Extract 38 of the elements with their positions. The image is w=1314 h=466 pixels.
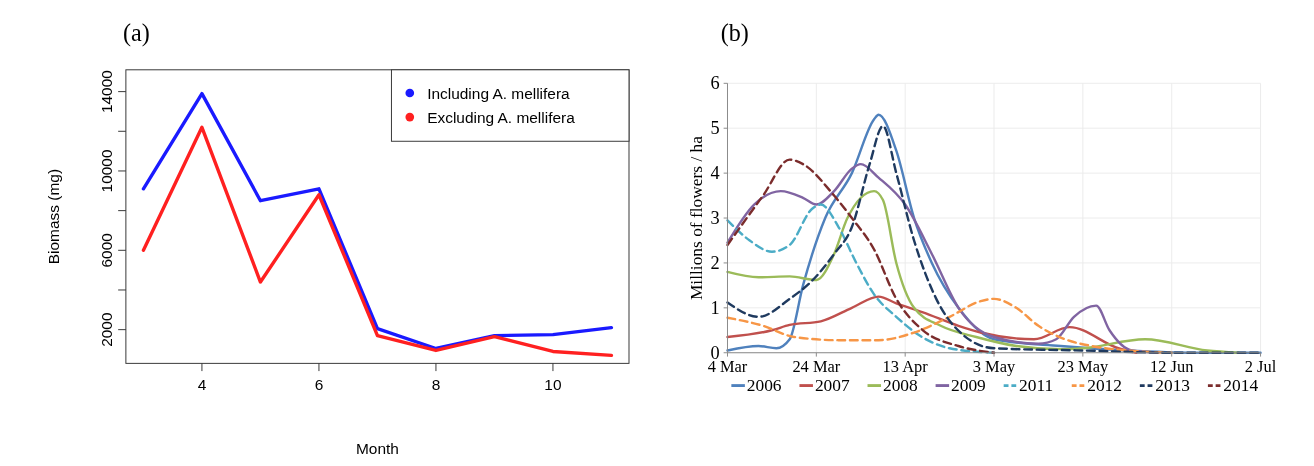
line-series [726,189,1240,354]
y-tick-label: 3 [710,207,720,228]
y-tick-label: 6000 [98,233,116,268]
x-axis-title: Month [355,440,399,458]
legend-label: 2013 [1155,376,1191,396]
x-tick-label: 10 [544,376,562,394]
chart-title: (b) [720,18,749,47]
legend-label: 2012 [1087,376,1122,396]
legend-label: 2008 [882,376,919,396]
x-tick-label: 23 May [1057,357,1109,377]
y-tick-label: 1 [710,297,720,318]
legend-label: 2006 [746,376,782,396]
line-series [726,158,996,354]
x-tick-label: 2 Jul [1244,357,1277,377]
y-tick-label: 14000 [98,70,116,114]
x-tick-label: 24 Mar [792,357,841,377]
y-tick-label: 4 [710,162,720,183]
x-tick-label: 13 Apr [882,357,929,377]
y-tick-label: 10000 [98,149,116,193]
legend-label: 2014 [1223,376,1259,396]
y-tick-label: 2 [710,252,720,273]
y-axis-title: Biomass (mg) [45,168,63,265]
legend-label: Excluding A. mellifera [427,108,576,126]
x-tick-label: 12 Jun [1150,357,1194,377]
legend-label: 2011 [1019,376,1054,396]
x-tick-label: 8 [431,376,441,394]
legend-label: 2009 [951,376,986,396]
y-tick-label: 5 [710,118,720,139]
x-tick-label: 6 [314,376,324,394]
line-series [141,125,614,358]
chart-title: (a) [122,18,150,47]
legend-label: 2007 [814,376,850,396]
y-tick-label: 6 [710,73,720,94]
legend-label: Including A. mellifera [427,84,571,102]
x-tick-label: 4 [197,376,207,394]
y-axis-title: Millions of flowers / ha [687,135,707,301]
y-tick-label: 2000 [98,312,116,347]
x-tick-label: 3 May [972,357,1016,377]
